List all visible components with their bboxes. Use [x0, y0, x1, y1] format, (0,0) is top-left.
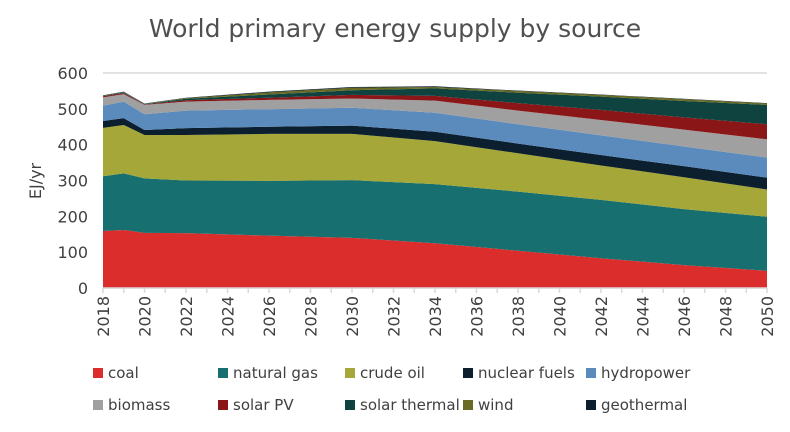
area-coal: [103, 229, 767, 288]
y-tick-label: 0: [78, 279, 88, 298]
x-tick-label: 2018: [94, 296, 113, 337]
legend-swatch: [586, 368, 596, 378]
legend-label: solar PV: [233, 396, 294, 414]
legend-swatch: [93, 400, 103, 410]
x-tick-label: 2024: [219, 296, 238, 337]
x-tick-label: 2032: [385, 296, 404, 337]
legend-label: solar thermal: [360, 396, 460, 414]
legend-swatch: [218, 368, 228, 378]
legend-label: geothermal: [601, 396, 688, 414]
legend-item: wind: [463, 396, 513, 414]
area-crude-oil: [103, 124, 767, 217]
x-tick-label: 2036: [468, 296, 487, 337]
legend-item: natural gas: [218, 364, 318, 382]
legend-item: biomass: [93, 396, 170, 414]
x-tick-label: 2038: [509, 296, 528, 337]
legend-label: nuclear fuels: [478, 364, 575, 382]
x-tick-label: 2022: [177, 296, 196, 337]
legend-swatch: [586, 400, 596, 410]
y-tick-label: 100: [57, 243, 88, 262]
legend-swatch: [345, 368, 355, 378]
legend-swatch: [463, 368, 473, 378]
x-tick-label: 2034: [426, 296, 445, 337]
legend-label: coal: [108, 364, 139, 382]
legend-swatch: [345, 400, 355, 410]
y-tick-label: 500: [57, 100, 88, 119]
legend-label: crude oil: [360, 364, 425, 382]
x-tick-label: 2026: [260, 296, 279, 337]
legend-label: hydropower: [601, 364, 691, 382]
x-tick-label: 2050: [758, 296, 777, 337]
legend-label: natural gas: [233, 364, 318, 382]
legend-item: hydropower: [586, 364, 690, 382]
x-tick-label: 2040: [551, 296, 570, 337]
legend-item: solar PV: [218, 396, 294, 414]
legend-label: biomass: [108, 396, 171, 414]
x-tick-label: 2020: [136, 296, 155, 337]
area-biomass: [103, 94, 767, 158]
legend-item: geothermal: [586, 396, 687, 414]
legend-swatch: [218, 400, 228, 410]
area-wind: [103, 86, 767, 105]
area-solar-thermal: [103, 88, 767, 125]
y-tick-label: 300: [57, 172, 88, 191]
legend-label: wind: [478, 396, 514, 414]
y-axis-label: EJ/yr: [26, 162, 45, 199]
legend-item: nuclear fuels: [463, 364, 575, 382]
area-hydropower: [103, 101, 767, 178]
area-nuclear-fuels: [103, 118, 767, 190]
chart-title: World primary energy supply by source: [148, 14, 642, 43]
legend-item: coal: [93, 364, 139, 382]
legend-item: crude oil: [345, 364, 425, 382]
x-tick-label: 2044: [634, 296, 653, 337]
legend-swatch: [463, 400, 473, 410]
x-tick-label: 2048: [717, 296, 736, 337]
x-tick-label: 2046: [675, 296, 694, 337]
x-tick-label: 2030: [343, 296, 362, 337]
area-solar-PV: [103, 93, 767, 140]
area-natural-gas: [103, 173, 767, 271]
x-tick-label: 2028: [302, 296, 321, 337]
x-tick-label: 2042: [592, 296, 611, 337]
y-tick-label: 400: [57, 136, 88, 155]
legend-item: solar thermal: [345, 396, 460, 414]
y-tick-label: 200: [57, 207, 88, 226]
legend-swatch: [93, 368, 103, 378]
y-tick-label: 600: [57, 64, 88, 83]
